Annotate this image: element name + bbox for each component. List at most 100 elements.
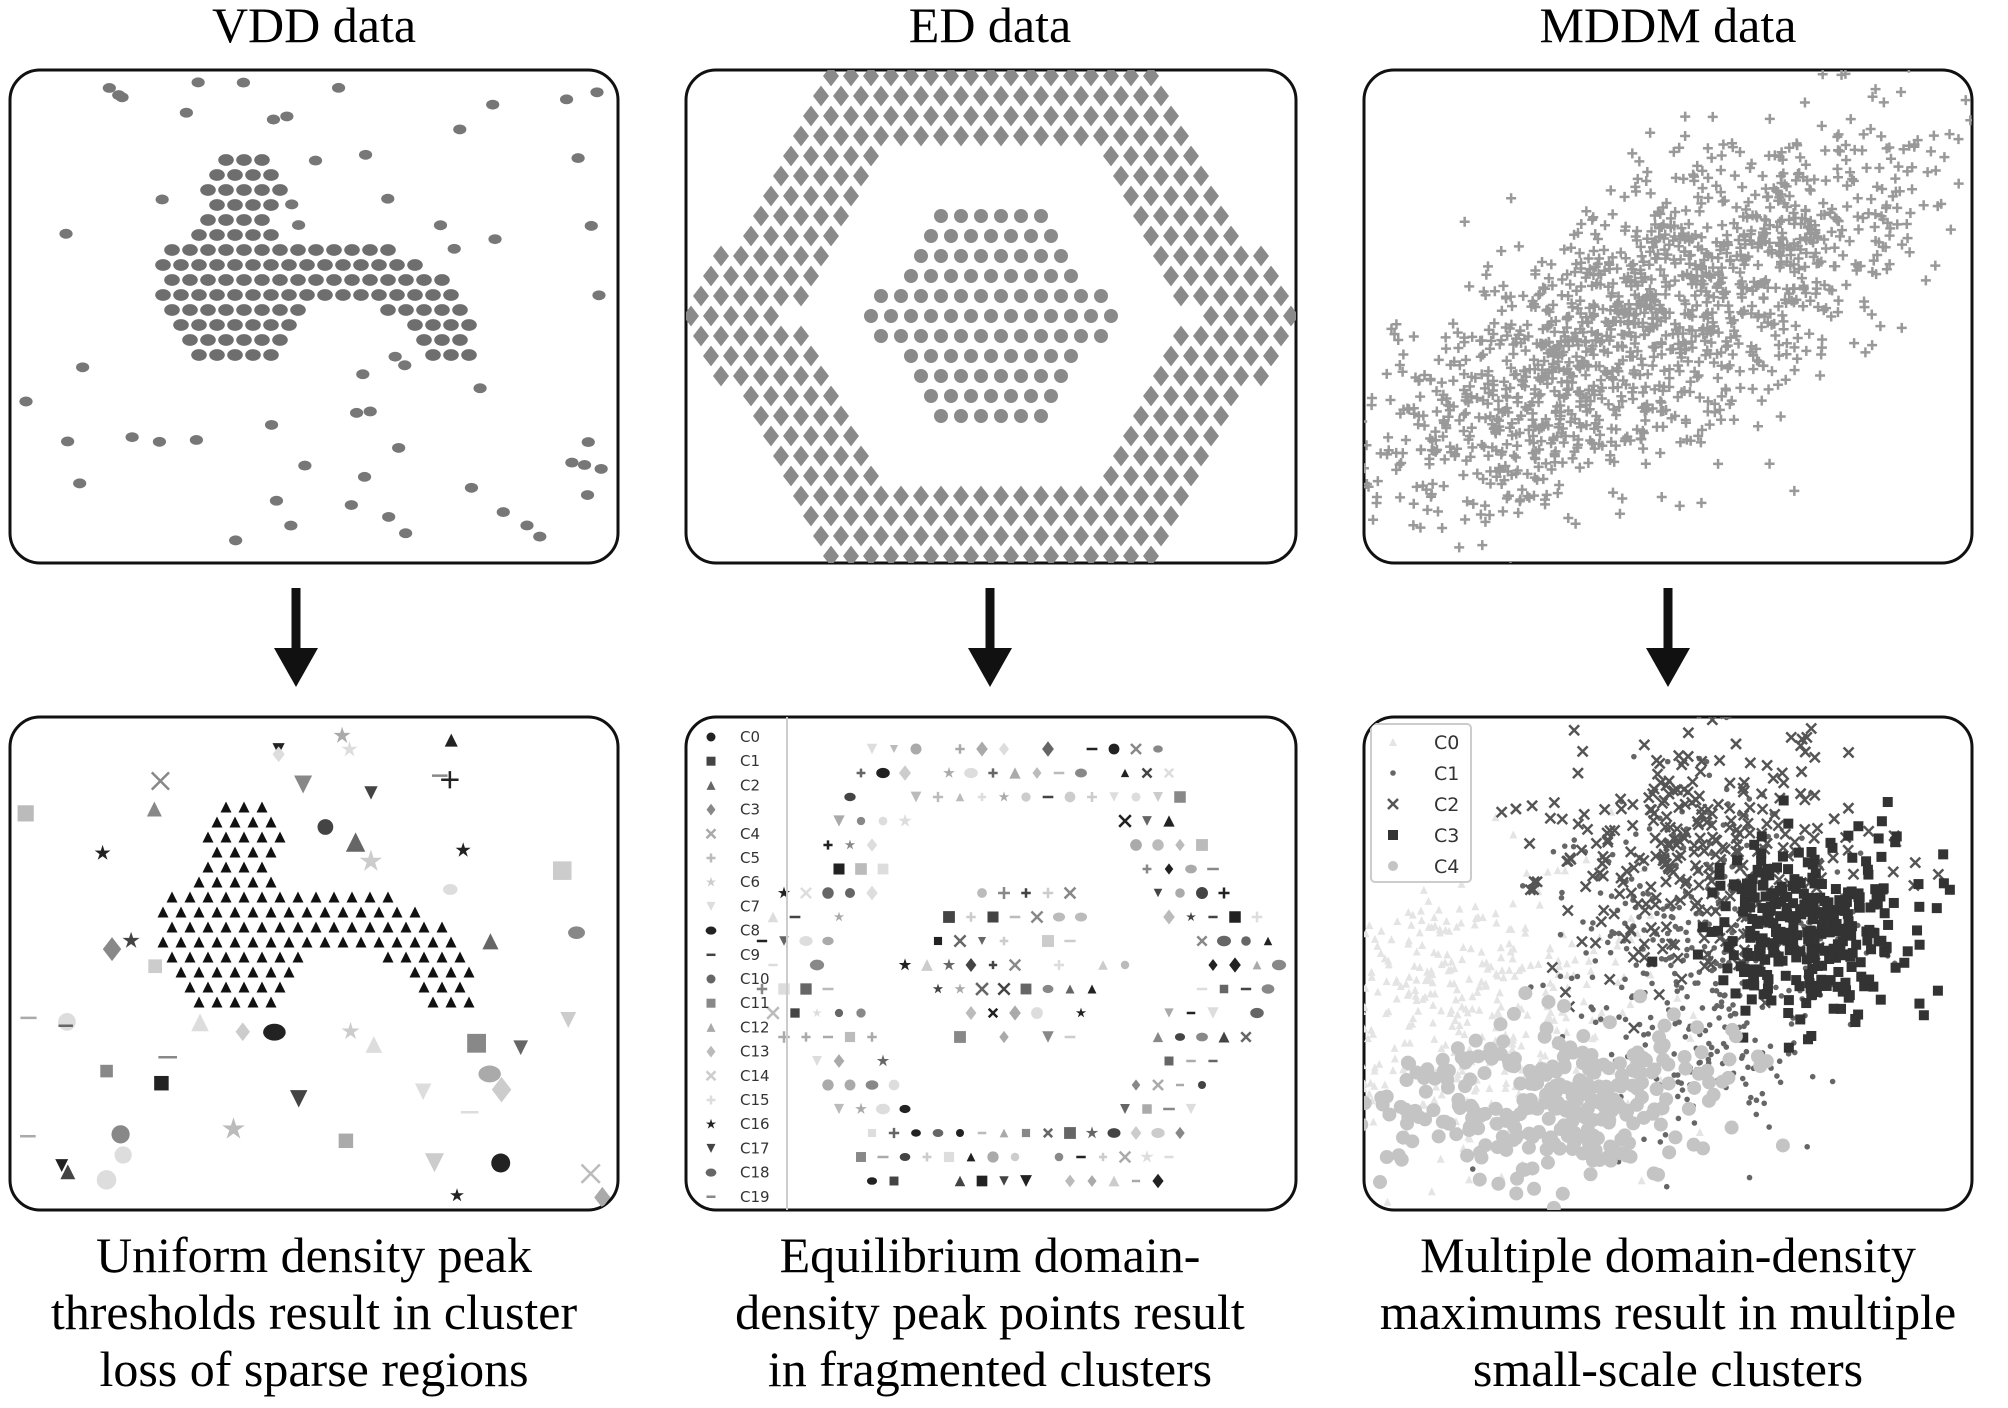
point bbox=[1641, 1031, 1647, 1038]
point bbox=[1098, 1152, 1108, 1162]
point bbox=[1847, 174, 1858, 185]
point bbox=[1584, 404, 1595, 415]
point bbox=[1673, 993, 1682, 1002]
point bbox=[1185, 1103, 1197, 1115]
point bbox=[1466, 944, 1475, 953]
point bbox=[1519, 883, 1526, 889]
point bbox=[1308, 1000, 1316, 1008]
point bbox=[1297, 462, 1307, 472]
point bbox=[1053, 525, 1069, 547]
point bbox=[803, 185, 819, 207]
point bbox=[856, 768, 866, 778]
point bbox=[783, 145, 799, 167]
point bbox=[955, 1128, 965, 1138]
point bbox=[1709, 848, 1722, 861]
point bbox=[1914, 901, 1925, 912]
point bbox=[1094, 329, 1108, 343]
point bbox=[227, 349, 243, 361]
point bbox=[1457, 879, 1466, 888]
point bbox=[934, 329, 948, 343]
point bbox=[1528, 431, 1539, 442]
point bbox=[433, 220, 448, 231]
point bbox=[310, 891, 322, 903]
point bbox=[344, 274, 360, 286]
point bbox=[773, 285, 789, 307]
point bbox=[1013, 125, 1029, 147]
point bbox=[1709, 357, 1720, 368]
point bbox=[753, 325, 769, 347]
point bbox=[944, 269, 958, 283]
point bbox=[1953, 178, 1964, 189]
point bbox=[1381, 368, 1392, 379]
point bbox=[1173, 365, 1189, 387]
point bbox=[1894, 186, 1905, 197]
point bbox=[1568, 975, 1575, 982]
point bbox=[1815, 908, 1826, 919]
point bbox=[1684, 1096, 1690, 1103]
point bbox=[184, 891, 196, 903]
point bbox=[1327, 1150, 1341, 1164]
point bbox=[1505, 382, 1516, 393]
point bbox=[1865, 902, 1876, 913]
point bbox=[1430, 989, 1439, 998]
point bbox=[1003, 70, 1019, 87]
point bbox=[202, 981, 214, 993]
point bbox=[1501, 1083, 1510, 1092]
point bbox=[1087, 1175, 1097, 1187]
point bbox=[1392, 994, 1401, 1003]
point bbox=[1795, 878, 1806, 889]
point bbox=[853, 125, 869, 147]
point bbox=[953, 125, 969, 147]
point bbox=[866, 743, 878, 755]
point bbox=[893, 125, 909, 147]
point bbox=[1846, 930, 1857, 941]
point bbox=[1325, 495, 1335, 505]
point bbox=[1672, 952, 1684, 965]
point bbox=[463, 996, 475, 1008]
point bbox=[934, 209, 948, 223]
point bbox=[1582, 855, 1591, 864]
point bbox=[1714, 269, 1725, 280]
point bbox=[1143, 425, 1159, 447]
point bbox=[1399, 1073, 1414, 1088]
point bbox=[1700, 335, 1711, 346]
point bbox=[1468, 992, 1477, 1001]
point bbox=[1665, 344, 1676, 355]
point bbox=[1152, 1173, 1164, 1189]
point bbox=[265, 816, 277, 828]
point bbox=[317, 259, 333, 271]
point bbox=[1163, 345, 1179, 367]
point bbox=[1053, 125, 1069, 147]
point bbox=[1638, 1053, 1653, 1068]
point bbox=[1434, 949, 1443, 958]
point bbox=[1682, 1034, 1689, 1040]
point bbox=[1175, 1126, 1185, 1140]
point bbox=[1694, 1045, 1709, 1060]
point bbox=[94, 844, 111, 860]
point bbox=[793, 125, 809, 147]
point bbox=[1540, 371, 1551, 382]
point bbox=[1665, 220, 1676, 231]
point bbox=[1024, 269, 1038, 283]
point bbox=[1664, 897, 1677, 910]
caption-line: maximums result in multiple bbox=[1380, 1284, 1956, 1340]
point bbox=[355, 906, 367, 918]
point bbox=[1451, 1016, 1460, 1025]
point bbox=[1788, 914, 1799, 925]
point bbox=[988, 768, 998, 778]
point bbox=[218, 304, 234, 316]
point bbox=[418, 921, 430, 933]
point bbox=[146, 801, 162, 817]
point bbox=[1465, 1175, 1474, 1184]
point bbox=[777, 886, 791, 899]
point bbox=[1653, 988, 1666, 1001]
point bbox=[1847, 852, 1858, 863]
point bbox=[1842, 201, 1853, 212]
point bbox=[1425, 433, 1436, 444]
point bbox=[1777, 777, 1790, 789]
point bbox=[783, 345, 799, 367]
point bbox=[855, 863, 867, 875]
point bbox=[1746, 158, 1757, 169]
panel-box bbox=[1362, 715, 1974, 1212]
point bbox=[1885, 153, 1896, 164]
